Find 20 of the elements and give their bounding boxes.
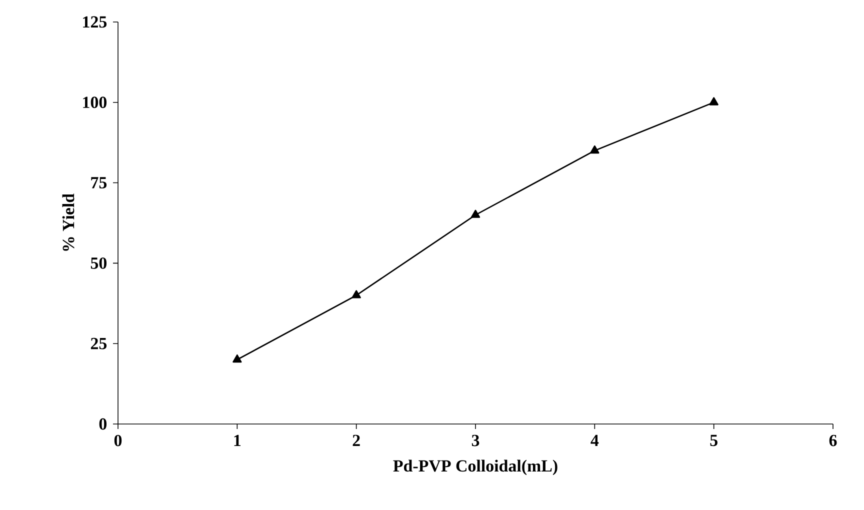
x-tick-label: 6 — [829, 434, 837, 446]
x-axis-title: Pd-PVP Colloidal(mL) — [393, 460, 558, 476]
x-tick-label: 4 — [590, 434, 599, 446]
x-tick-label: 3 — [472, 434, 480, 446]
x-tick-label: 5 — [710, 434, 718, 446]
y-tick-label: 50 — [90, 257, 107, 269]
point — [470, 210, 480, 218]
point — [232, 354, 242, 363]
x-tick-label: 1 — [234, 434, 241, 446]
point — [709, 97, 718, 106]
y-tick-label: 75 — [91, 177, 107, 188]
y-tick-label: 25 — [90, 338, 107, 350]
y-tick-label: 125 — [83, 16, 107, 28]
y-tick-label: 100 — [83, 96, 107, 108]
point — [590, 145, 600, 154]
y-axis-title: % Yield — [62, 194, 74, 251]
x-tick-label: 2 — [352, 434, 360, 446]
y-tick-label: 0 — [99, 418, 107, 430]
point — [352, 290, 361, 298]
x-tick-label: 0 — [114, 434, 122, 446]
